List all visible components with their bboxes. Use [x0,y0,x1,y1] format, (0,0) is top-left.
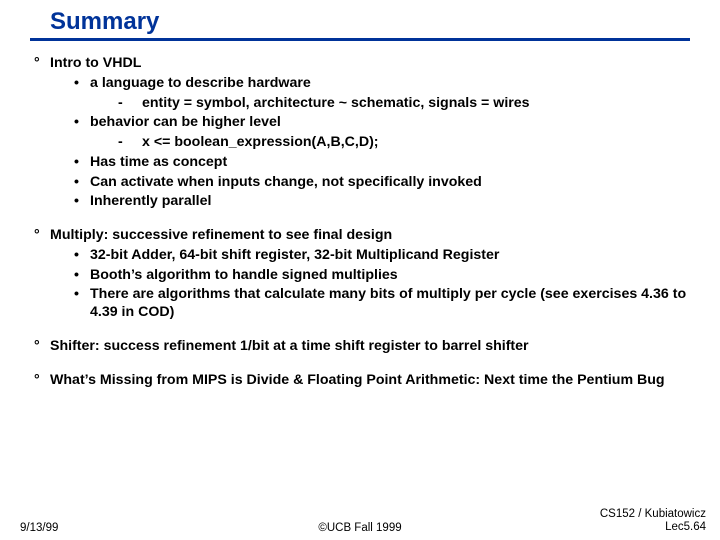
text: x <= boolean_expression(A,B,C,D); [142,134,379,152]
bullet-l2: • There are algorithms that calculate ma… [74,286,700,322]
bullet-dash-icon: - [118,134,142,152]
bullet-dash-icon: - [118,95,142,113]
bullet-dot-icon: • [74,154,90,172]
footer-right: CS152 / Kubiatowicz Lec5.64 [600,508,706,534]
footer-page: Lec5.64 [600,521,706,534]
text: a language to describe hardware [90,75,311,93]
bullet-dot-icon: • [74,75,90,93]
bullet-l2: • 32-bit Adder, 64-bit shift register, 3… [74,247,700,265]
bullet-l2: • Inherently parallel [74,193,700,211]
bullet-dot-icon: • [74,114,90,132]
bullet-dot-icon: • [74,193,90,211]
text: There are algorithms that calculate many… [90,286,700,322]
text: Booth’s algorithm to handle signed multi… [90,267,398,285]
text: What’s Missing from MIPS is Divide & Flo… [50,372,665,390]
bullet-l2: • a language to describe hardware [74,75,700,93]
bullet-l1: ° Shifter: success refinement 1/bit at a… [34,338,700,356]
slide-title: Summary [50,8,720,36]
text: Has time as concept [90,154,227,172]
bullet-l1: ° What’s Missing from MIPS is Divide & F… [34,372,700,390]
bullet-l3: - x <= boolean_expression(A,B,C,D); [118,134,700,152]
bullet-l2: • Can activate when inputs change, not s… [74,174,700,192]
bullet-l2: • Booth’s algorithm to handle signed mul… [74,267,700,285]
bullet-degree-icon: ° [34,338,50,356]
text: behavior can be higher level [90,114,281,132]
footer-course: CS152 / Kubiatowicz [600,508,706,521]
text: Multiply: successive refinement to see f… [50,227,392,245]
bullet-degree-icon: ° [34,227,50,245]
bullet-l3: - entity = symbol, architecture ~ schema… [118,95,700,113]
text: Inherently parallel [90,193,211,211]
text: Shifter: success refinement 1/bit at a t… [50,338,529,356]
bullet-dot-icon: • [74,267,90,285]
bullet-l2: • behavior can be higher level [74,114,700,132]
bullet-degree-icon: ° [34,372,50,390]
bullet-l1: ° Intro to VHDL [34,55,700,73]
footer-date: 9/13/99 [20,522,58,534]
title-block: Summary [0,0,720,36]
bullet-dot-icon: • [74,286,90,322]
bullet-dot-icon: • [74,174,90,192]
bullet-degree-icon: ° [34,55,50,73]
bullet-dot-icon: • [74,247,90,265]
bullet-l2: • Has time as concept [74,154,700,172]
text: Intro to VHDL [50,55,141,73]
slide-body: ° Intro to VHDL • a language to describe… [0,41,720,389]
text: Can activate when inputs change, not spe… [90,174,482,192]
text: 32-bit Adder, 64-bit shift register, 32-… [90,247,499,265]
slide: Summary ° Intro to VHDL • a language to … [0,0,720,540]
bullet-l1: ° Multiply: successive refinement to see… [34,227,700,245]
text: entity = symbol, architecture ~ schemati… [142,95,530,113]
